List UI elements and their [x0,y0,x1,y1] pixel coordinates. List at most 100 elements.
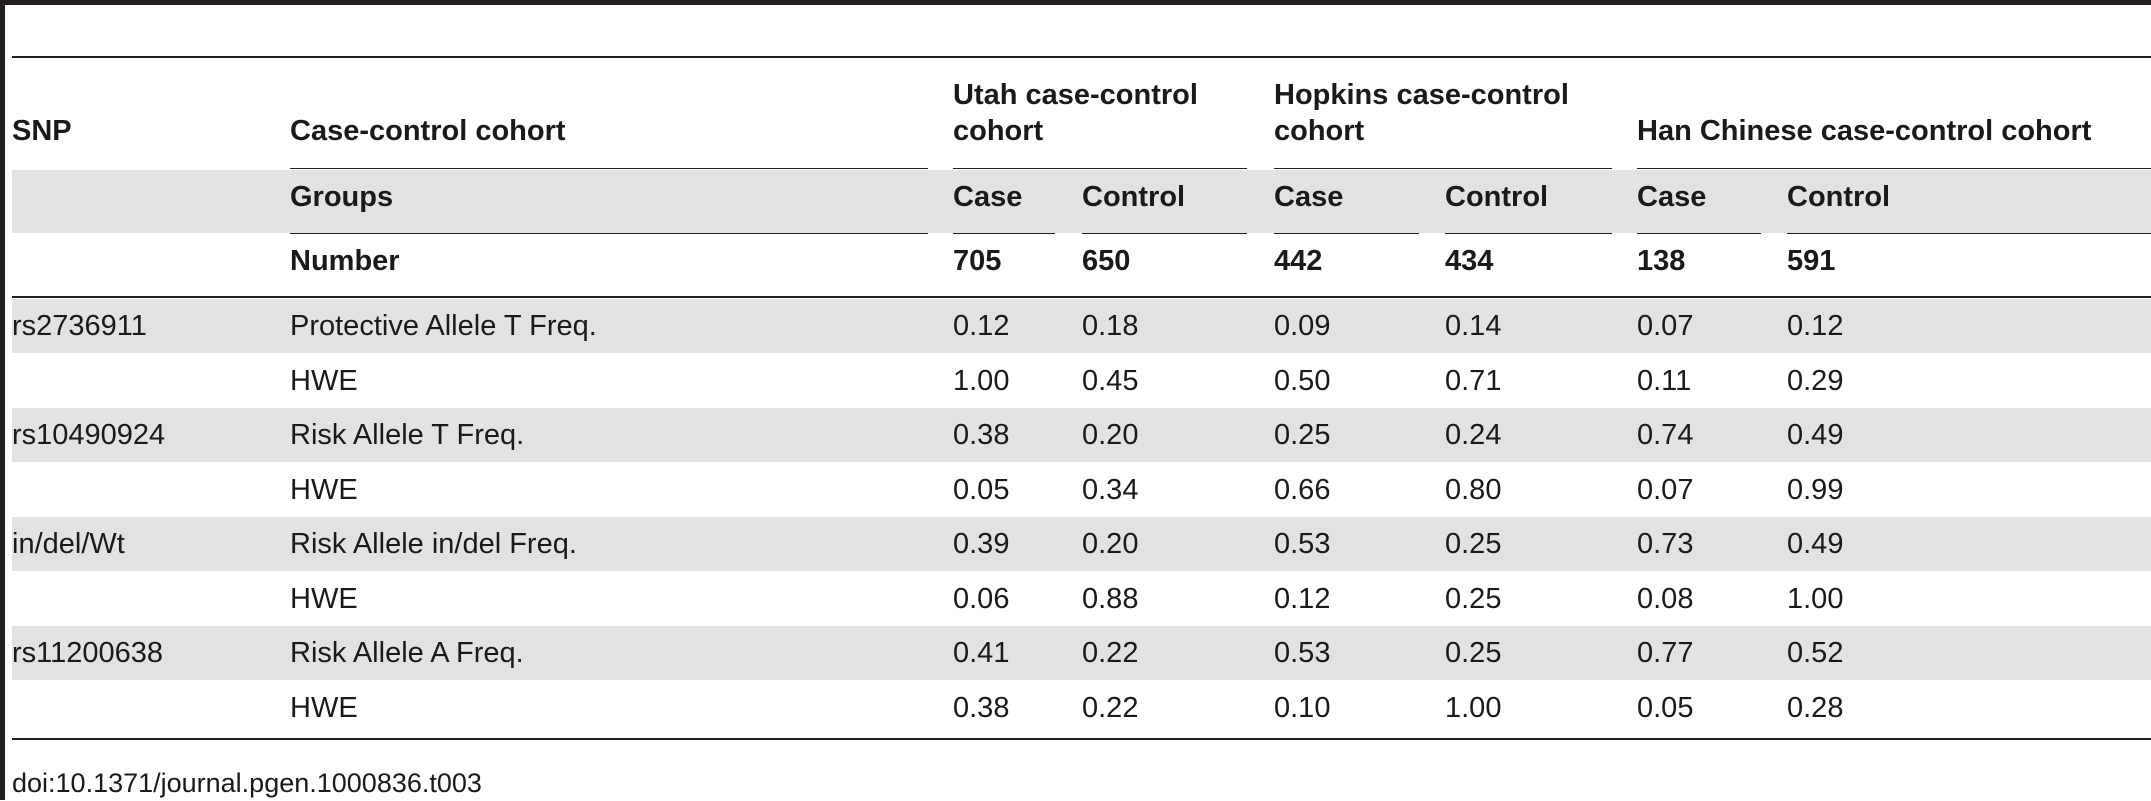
table-bottom-rule [12,738,2151,740]
cohort-underline [290,168,928,169]
header-han-chinese: Han Chinese case-control cohort [1637,115,2092,147]
groups-cell: Case [953,181,1023,213]
value-cell: 0.74 [1637,419,1694,451]
number-cell: 434 [1445,245,1494,277]
row-band-7 [12,626,2151,680]
value-cell: 1.00 [1787,583,1844,615]
number-cell: 650 [1082,245,1131,277]
value-cell: 0.25 [1274,419,1331,451]
value-cell: 0.25 [1445,528,1502,560]
header-utah-line2: cohort [953,115,1044,147]
value-cell: 0.22 [1082,692,1139,724]
value-cell: 0.53 [1274,528,1331,560]
value-cell: 0.29 [1787,365,1844,397]
header-bottom-rule [12,296,2151,298]
value-cell: 0.14 [1445,310,1502,342]
header-hopkins-line2: cohort [1274,115,1365,147]
groups-cell: Control [1787,181,1891,213]
row-label: HWE [290,474,358,506]
hopkins-case-underline [1274,233,1419,234]
value-cell: 0.20 [1082,419,1139,451]
value-cell: 0.71 [1445,365,1502,397]
value-cell: 0.05 [1637,692,1694,724]
value-cell: 0.20 [1082,528,1139,560]
value-cell: 0.80 [1445,474,1502,506]
top-border [0,0,2151,5]
value-cell: 0.50 [1274,365,1331,397]
value-cell: 0.22 [1082,637,1139,669]
value-cell: 0.11 [1637,365,1692,397]
number-cell: 138 [1637,245,1686,277]
row-label: HWE [290,583,358,615]
row-band-5 [12,517,2151,571]
row-band-1 [12,299,2151,353]
groups-cell: Case [1274,181,1344,213]
value-cell: 0.66 [1274,474,1331,506]
utah-case-underline [953,233,1055,234]
value-cell: 0.34 [1082,474,1139,506]
header-snp: SNP [12,115,72,147]
snp-cell: rs11200638 [12,637,164,669]
value-cell: 0.77 [1637,637,1694,669]
snp-cell: rs2736911 [12,310,147,342]
value-cell: 0.52 [1787,637,1844,669]
value-cell: 0.49 [1787,528,1844,560]
number-cell: 705 [953,245,1002,277]
value-cell: 0.99 [1787,474,1844,506]
groups-cell: Control [1082,181,1186,213]
value-cell: 0.07 [1637,474,1694,506]
number-cell: 591 [1787,245,1836,277]
utah-underline [953,168,1247,169]
row-band-3 [12,408,2151,462]
header-utah-line1: Utah case-control [953,79,1198,111]
value-cell: 0.06 [953,583,1010,615]
number-label: Number [290,245,400,277]
value-cell: 0.38 [953,419,1010,451]
value-cell: 0.08 [1637,583,1694,615]
row-label: Risk Allele in/del Freq. [290,528,577,560]
value-cell: 1.00 [953,365,1010,397]
han-control-underline [1787,233,2151,234]
row-label: Protective Allele T Freq. [290,310,597,342]
value-cell: 0.39 [953,528,1010,560]
value-cell: 0.18 [1082,310,1139,342]
snp-cell: in/del/Wt [12,528,125,560]
value-cell: 0.28 [1787,692,1844,724]
value-cell: 0.25 [1445,637,1502,669]
row-label: HWE [290,365,358,397]
value-cell: 0.41 [953,637,1010,669]
groups-underline [290,233,928,234]
doi-link[interactable]: doi:10.1371/journal.pgen.1000836.t003 [12,768,482,798]
value-cell: 0.09 [1274,310,1331,342]
row-label: Risk Allele A Freq. [290,637,524,669]
snp-cell: rs10490924 [12,419,166,451]
value-cell: 0.24 [1445,419,1502,451]
utah-control-underline [1082,233,1247,234]
value-cell: 0.45 [1082,365,1139,397]
header-case-control-cohort: Case-control cohort [290,115,566,147]
row-label: Risk Allele T Freq. [290,419,525,451]
header-hopkins-line1: Hopkins case-control [1274,79,1569,111]
left-border [0,0,5,800]
value-cell: 0.07 [1637,310,1694,342]
row-label: HWE [290,692,358,724]
table-top-rule [12,56,2151,58]
value-cell: 0.10 [1274,692,1331,724]
hopkins-underline [1274,168,1612,169]
groups-cell: Control [1445,181,1549,213]
han-underline [1637,168,2151,169]
value-cell: 1.00 [1445,692,1502,724]
groups-cell: Case [1637,181,1707,213]
value-cell: 0.49 [1787,419,1844,451]
number-cell: 442 [1274,245,1323,277]
value-cell: 0.38 [953,692,1010,724]
value-cell: 0.53 [1274,637,1331,669]
value-cell: 0.73 [1637,528,1694,560]
groups-label: Groups [290,181,394,213]
han-case-underline [1637,233,1761,234]
value-cell: 0.88 [1082,583,1139,615]
groups-row-band [12,170,2151,233]
value-cell: 0.12 [953,310,1010,342]
value-cell: 0.12 [1787,310,1844,342]
value-cell: 0.05 [953,474,1010,506]
